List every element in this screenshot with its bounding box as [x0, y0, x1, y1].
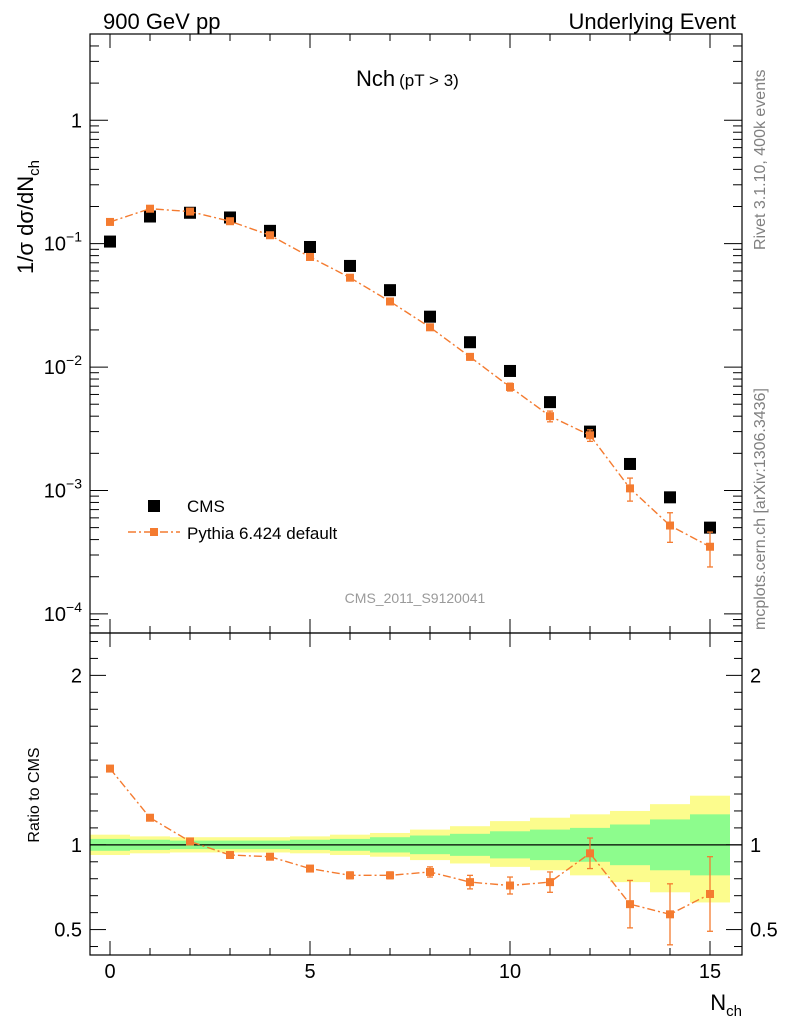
- ratio-panel-marks: [106, 764, 714, 946]
- main-y-tick-label: 10−1: [44, 229, 82, 256]
- watermark: CMS_2011_S9120041: [345, 590, 486, 606]
- ratio-data-point: [186, 837, 194, 846]
- main-y-tick-label-exponent: −1: [66, 229, 82, 245]
- cms-data-point: [304, 240, 316, 253]
- ratio-series-line: [109, 768, 711, 916]
- legend-pythia-label: Pythia 6.424 default: [187, 524, 338, 543]
- pythia-data-point: [346, 273, 354, 282]
- cms-data-point: [384, 284, 396, 297]
- main-y-tick-label-base: 1: [71, 110, 82, 132]
- pythia-data-point: [666, 521, 674, 530]
- legend-pythia-marker: [150, 528, 158, 536]
- cms-data-point: [664, 491, 676, 504]
- main-y-tick-label: 10−4: [44, 599, 82, 626]
- header-left: 900 GeV pp: [103, 9, 220, 34]
- main-plot-title: Nch (pT > 3): [356, 66, 459, 91]
- ratio-data-point: [346, 871, 354, 880]
- ratio-uncertainty-bands: [90, 795, 730, 903]
- x-axis-label: Nch: [710, 990, 742, 1020]
- cms-data-point: [424, 310, 436, 323]
- ratio-y-tick-label-right: 1: [750, 835, 761, 857]
- legend-cms-marker: [148, 500, 160, 512]
- cms-data-point: [464, 336, 476, 349]
- cms-data-point: [104, 235, 116, 248]
- main-y-tick-label-base: 10: [44, 357, 66, 379]
- main-panel-marks: [104, 204, 716, 568]
- ratio-panel-frame: [89, 632, 743, 956]
- ratio-data-point: [266, 852, 274, 861]
- cms-data-point: [504, 364, 516, 377]
- main-y-axis-label: 1/σ dσ/dNch: [13, 160, 43, 274]
- ratio-data-point: [706, 889, 714, 898]
- main-y-tick-label-exponent: −2: [66, 352, 82, 368]
- ratio-data-point: [426, 867, 434, 876]
- cms-data-point: [544, 396, 556, 409]
- header-right: Underlying Event: [568, 9, 736, 34]
- pythia-data-point: [586, 431, 594, 440]
- main-plot-title-text: Nch: [356, 66, 395, 91]
- ratio-data-point: [626, 900, 634, 909]
- ratio-y-tick-label-right: 0.5: [750, 920, 778, 942]
- ratio-data-point: [146, 813, 154, 822]
- pythia-data-point: [426, 323, 434, 332]
- legend: CMS Pythia 6.424 default: [128, 497, 338, 543]
- main-y-axis-label-sub: ch: [26, 160, 43, 176]
- pythia-series-line: [109, 207, 711, 548]
- ratio-data-point: [226, 851, 234, 860]
- x-axis-label-text: N: [710, 990, 726, 1015]
- ratio-y-tick-label-left: 1: [71, 835, 82, 857]
- main-plot-title-suffix: (pT > 3): [399, 71, 459, 90]
- pythia-data-point: [226, 217, 234, 226]
- main-y-tick-label-exponent: −3: [66, 475, 82, 491]
- x-tick-label: 10: [499, 961, 521, 983]
- ratio-y-tick-label-left: 0.5: [54, 920, 82, 942]
- ratio-y-axis-label: Ratio to CMS: [26, 747, 43, 842]
- x-axis-label-sub: ch: [726, 1003, 742, 1020]
- mcplots-label: mcplots.cern.ch [arXiv:1306.3436]: [752, 388, 769, 630]
- main-panel-frame: [89, 33, 743, 634]
- cms-data-point: [624, 457, 636, 470]
- main-y-tick-label: 10−3: [44, 475, 82, 502]
- rivet-label: Rivet 3.1.10, 400k events: [752, 69, 769, 250]
- ratio-y-tick-label-right: 2: [750, 665, 761, 687]
- pythia-data-point: [266, 231, 274, 240]
- pythia-data-point: [706, 542, 714, 551]
- pythia-data-point: [306, 252, 314, 261]
- x-tick-label: 15: [699, 961, 721, 983]
- main-y-tick-label-exponent: −4: [66, 599, 82, 615]
- ratio-data-point: [586, 849, 594, 858]
- ratio-data-point: [666, 910, 674, 919]
- pythia-data-point: [186, 207, 194, 216]
- ratio-data-point: [386, 871, 394, 880]
- cms-data-point: [704, 521, 716, 534]
- ratio-data-point: [546, 878, 554, 887]
- ratio-data-point: [306, 864, 314, 873]
- cms-data-point: [344, 259, 356, 272]
- ratio-data-point: [106, 764, 114, 773]
- x-tick-label: 5: [304, 961, 315, 983]
- main-y-axis-label-text: 1/σ dσ/dN: [13, 176, 38, 274]
- main-y-tick-label: 10−2: [44, 352, 82, 379]
- pythia-data-point: [386, 297, 394, 306]
- main-y-tick-label-base: 10: [44, 604, 66, 626]
- legend-cms-label: CMS: [187, 497, 225, 516]
- pythia-data-point: [626, 484, 634, 493]
- pythia-data-point: [106, 217, 114, 226]
- ratio-y-tick-label-left: 2: [71, 665, 82, 687]
- main-y-tick-label-base: 10: [44, 234, 66, 256]
- pythia-data-point: [146, 204, 154, 213]
- main-y-tick-label-base: 10: [44, 480, 66, 502]
- ratio-data-point: [466, 878, 474, 887]
- main-y-tick-label: 1: [71, 110, 82, 132]
- pythia-data-point: [466, 352, 474, 361]
- pythia-data-point: [506, 382, 514, 391]
- pythia-data-point: [546, 412, 554, 421]
- cms-data-point: [144, 210, 156, 223]
- ratio-data-point: [506, 881, 514, 890]
- x-tick-label: 0: [104, 961, 115, 983]
